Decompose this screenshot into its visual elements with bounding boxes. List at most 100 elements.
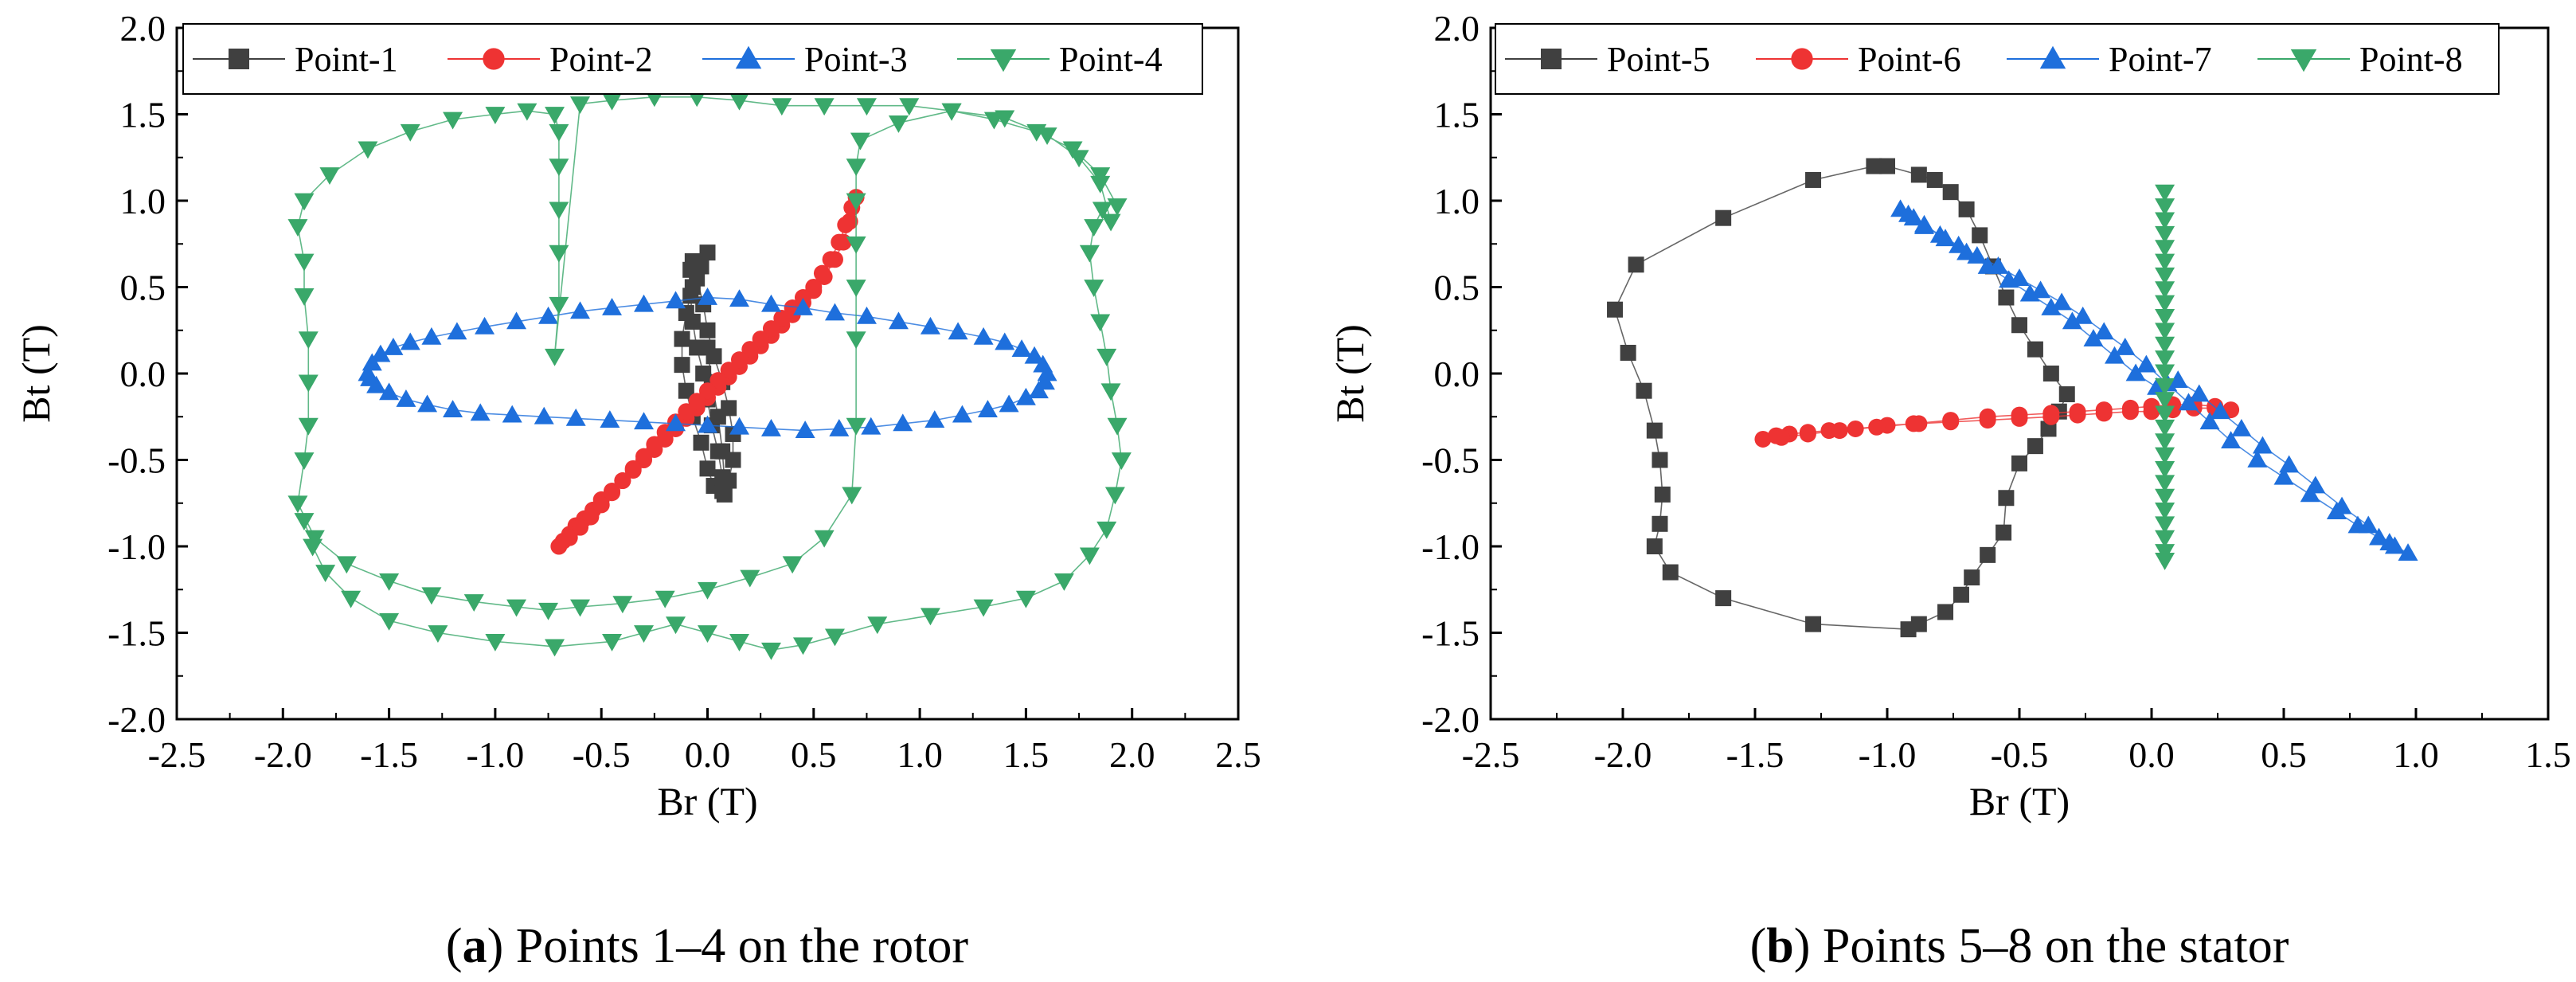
data-point [2398,543,2418,561]
x-tick-label: -2.0 [1594,734,1652,775]
data-point [1096,521,1117,539]
data-point [1053,573,1074,591]
data-point [973,599,994,617]
data-point [1831,422,1848,440]
caption-open-paren: ( [1750,919,1767,973]
data-point [1910,166,1927,183]
y-tick-label: -1.5 [1421,613,1480,654]
data-point [358,141,378,159]
data-point [1910,616,1927,632]
data-point [549,245,569,263]
data-point [2155,267,2175,285]
data-point [2210,401,2230,420]
data-point [517,103,537,121]
data-point [1026,123,1047,142]
data-point [2155,392,2175,410]
x-tick-label: -1.0 [1859,734,1917,775]
data-point [1024,346,1045,364]
data-point [693,434,709,451]
plot-frame [1489,26,2550,721]
data-point [2358,515,2379,534]
data-point [1956,242,1977,260]
data-point [2041,298,2062,315]
data-point [2155,475,2175,493]
data-point [1104,487,1125,505]
data-point [720,362,737,379]
data-point [1646,422,1663,439]
data-point [336,556,357,574]
data-point [1926,171,1943,188]
x-tick-label: 1.0 [2393,734,2439,775]
data-point [1620,344,1636,361]
data-point [752,331,769,348]
legend-marker [735,45,762,69]
data-point [2199,412,2220,430]
legend-marker [2290,49,2317,72]
data-point [1979,408,1996,425]
y-tick-label: -0.5 [1421,440,1480,481]
data-point [846,417,866,436]
data-point [2231,418,2252,436]
data-point [421,327,442,345]
y-tick-label: 0.0 [1434,354,1480,394]
data-point [2155,405,2175,424]
data-point [2155,184,2175,202]
data-point [602,298,623,315]
data-point [1972,227,1988,244]
data-point [2155,447,2175,465]
panel-a: -2.5 -2.0 -1.5 -1.0 -0.5 0.0 0.5 1.0 1.5 2.0 2.5-2… [14,8,1261,973]
data-point [995,332,1015,350]
data-point [549,296,569,315]
data-point [287,219,308,237]
data-point [1096,348,1117,366]
data-point [814,530,835,548]
x-tick-label: 1.0 [897,734,943,775]
data-point [888,115,909,133]
series-point-5 [1607,158,2075,638]
data-point [699,460,716,477]
data-point [698,415,717,433]
data-point [1953,586,1969,603]
data-point [2121,399,2139,417]
data-point [602,92,623,111]
data-point [1011,339,1032,357]
data-point [2155,225,2175,244]
data-point [1996,524,2012,541]
legend-entry-point-3: Point-3 [702,40,908,79]
data-point [1652,515,1668,532]
data-point [1028,381,1049,399]
data-point [2027,438,2043,455]
data-point [1937,604,1954,620]
data-point [294,253,315,272]
x-tick-label: 0.0 [2128,734,2175,775]
data-point [760,294,781,312]
legend-marker [483,48,505,70]
data-point [822,251,839,268]
data-point [824,628,845,647]
data-point [561,529,578,546]
y-tick-label: -2.0 [1421,699,1480,740]
data-point [570,301,591,319]
data-point [1999,270,2019,288]
data-point [400,123,420,142]
data-point [678,382,694,399]
data-point [2155,488,2175,507]
data-point [538,306,559,324]
data-point [1998,289,2015,306]
data-point [370,344,391,362]
data-point [294,288,315,306]
data-point [646,436,663,453]
data-point [2332,496,2352,514]
data-point [428,625,448,643]
data-point [699,339,716,356]
data-point [1607,301,1624,318]
data-point [538,602,559,620]
data-point [729,92,749,111]
data-point [2042,366,2059,381]
x-axis: -2.5 -2.0 -1.5 -1.0 -0.5 0.0 0.5 1.0 1.5 [1462,708,2571,775]
data-point [2155,350,2175,368]
data-point [545,107,565,124]
data-point [952,405,972,423]
data-point [1905,415,1922,432]
x-tick-label: 1.5 [2525,734,2571,775]
